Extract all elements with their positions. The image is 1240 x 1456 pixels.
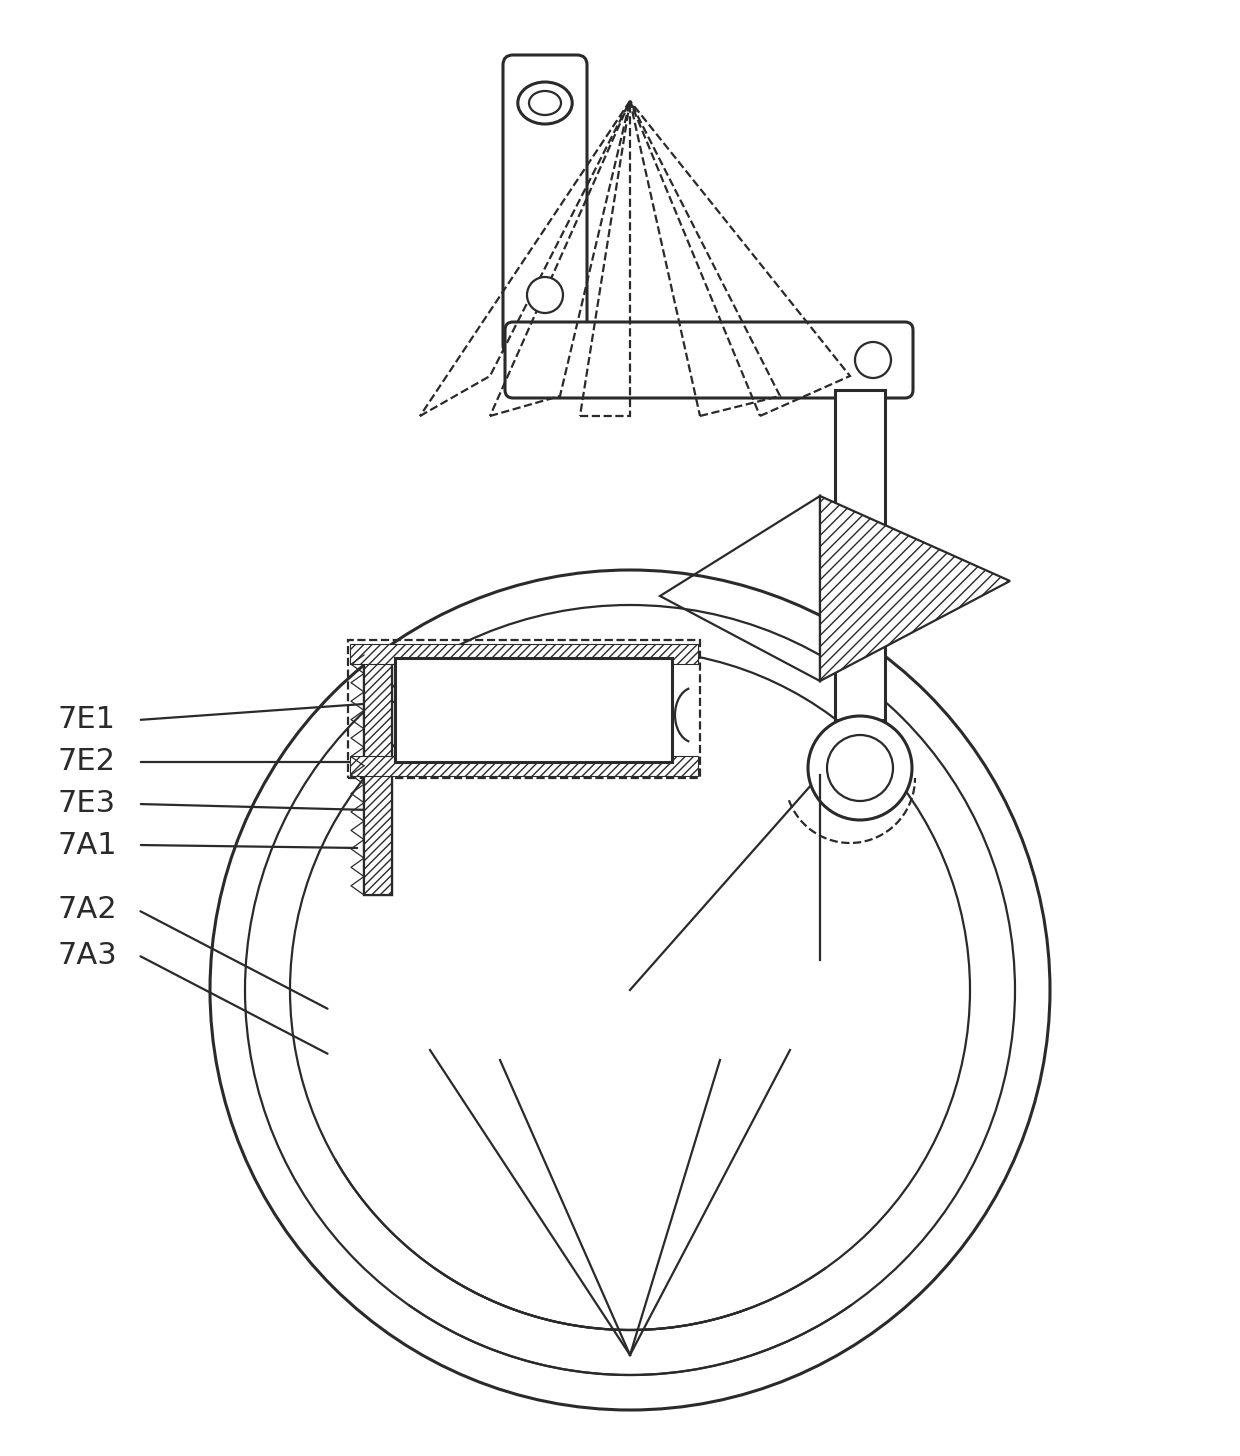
Bar — [835, 390, 885, 721]
FancyBboxPatch shape — [505, 322, 913, 397]
Bar — [365, 655, 392, 895]
Circle shape — [827, 735, 893, 801]
Text: 7A2: 7A2 — [58, 895, 118, 925]
Bar — [348, 641, 701, 778]
Text: 7A1: 7A1 — [58, 830, 118, 859]
Bar — [350, 644, 698, 664]
Circle shape — [856, 342, 892, 379]
Text: 7E1: 7E1 — [58, 706, 117, 734]
Text: 7E2: 7E2 — [58, 747, 117, 776]
Polygon shape — [820, 496, 1011, 681]
Text: 7E3: 7E3 — [58, 789, 117, 818]
Ellipse shape — [518, 82, 572, 124]
Bar — [365, 655, 392, 895]
FancyBboxPatch shape — [503, 55, 587, 355]
Text: 7A3: 7A3 — [58, 941, 118, 970]
Circle shape — [808, 716, 911, 820]
Circle shape — [527, 277, 563, 313]
Bar — [350, 756, 698, 776]
Bar — [396, 658, 672, 761]
